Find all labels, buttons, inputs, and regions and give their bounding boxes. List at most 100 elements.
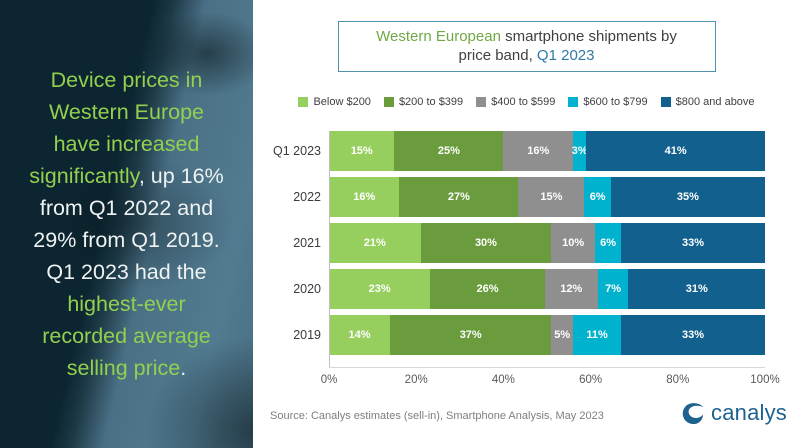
bar-row: Q1 2023 15% 25% 16% 3% 41% — [261, 131, 766, 171]
canalys-logo-text: canalys — [711, 400, 787, 425]
year-label: 2022 — [293, 190, 321, 204]
x-tick-label: 100% — [750, 374, 780, 386]
x-tick-label: 80% — [666, 374, 690, 386]
insight-line: Q1 2023 had the — [0, 256, 253, 288]
bar-row: 2019 14% 37% 5% 11% 33% — [261, 315, 765, 355]
text-segment: selling price — [66, 356, 181, 380]
bar-row: 2020 23% 26% 12% 7% 31% — [261, 269, 765, 309]
stacked-bar: 14% 37% 5% 11% 33% — [329, 315, 765, 355]
bar-segment: 6% — [584, 177, 611, 217]
stacked-bar: 15% 25% 16% 3% 41% — [329, 131, 766, 171]
segment-value: 26% — [476, 283, 499, 295]
legend-item: $400 to $599 — [476, 96, 555, 108]
legend-item: $200 to $399 — [383, 96, 464, 108]
segment-value: 6% — [600, 237, 616, 249]
year-label: Q1 2023 — [273, 144, 321, 158]
canalys-logo-icon — [682, 402, 704, 424]
insight-line: 29% from Q1 2019. — [0, 224, 253, 256]
segment-value: 35% — [676, 191, 699, 203]
segment-value: 14% — [348, 329, 371, 341]
chart-panel: Western European smartphone shipments by… — [253, 0, 800, 448]
chart-title-box: Western European smartphone shipments by… — [337, 21, 716, 72]
y-axis-line — [329, 131, 330, 367]
segment-value: 21% — [363, 237, 386, 249]
segment-value: 5% — [554, 329, 571, 341]
text-segment: , up 16% — [138, 164, 224, 188]
legend-swatch — [298, 97, 309, 107]
bar-segment: 15% — [518, 177, 585, 217]
insight-text: Device prices in Western Europe have incre… — [0, 0, 253, 384]
segment-value: 11% — [586, 329, 608, 341]
bar-segment: 33% — [621, 223, 765, 263]
segment-value: 15% — [350, 145, 373, 157]
legend-swatch — [383, 97, 394, 107]
title-segment: Q1 2023 — [536, 47, 595, 64]
legend-item: $800 and above — [660, 96, 755, 108]
legend-label: $800 and above — [675, 96, 755, 108]
legend-item: Below $200 — [298, 96, 371, 108]
legend-label: $600 to $799 — [583, 96, 648, 108]
legend-label: $200 to $399 — [398, 96, 464, 108]
segment-value: 12% — [560, 283, 583, 295]
title-segment: price band, — [458, 47, 537, 64]
stacked-bar: 23% 26% 12% 7% 31% — [329, 269, 765, 309]
bar-segment: 27% — [399, 177, 519, 217]
insight-line: Western Europe — [0, 96, 253, 128]
year-label: 2021 — [293, 236, 321, 250]
segment-value: 31% — [685, 283, 708, 295]
bar-segment: 16% — [503, 131, 574, 171]
text-segment: Device prices in — [50, 68, 203, 92]
text-segment: have increased — [53, 132, 200, 156]
bar-segment: 16% — [329, 177, 400, 217]
text-segment: highest-ever — [67, 292, 186, 316]
bar-segment: 35% — [610, 177, 765, 217]
insight-line: from Q1 2022 and — [0, 192, 253, 224]
chart-title-line: Western European smartphone shipments by — [345, 27, 709, 46]
bar-segment: 12% — [544, 269, 598, 309]
legend-swatch — [568, 97, 579, 107]
legend-label: Below $200 — [313, 96, 371, 108]
x-axis-ticks: 0% 20% 40% 60% 80% 100% — [321, 374, 780, 388]
stacked-bar-chart: Q1 2023 15% 25% 16% 3% 41% 2022 16% 27% 15% 6% 35% 2… — [261, 131, 780, 386]
stacked-bar: 21% 30% 10% 6% 33% — [329, 223, 765, 263]
text-segment: Western Europe — [49, 100, 204, 124]
x-tick-label: 40% — [491, 374, 515, 386]
legend-swatch — [476, 97, 487, 107]
stacked-bar: 16% 27% 15% 6% 35% — [329, 177, 765, 217]
insight-line: highest-ever — [0, 288, 253, 320]
legend-label: $400 to $599 — [491, 96, 556, 108]
text-segment: Q1 2023 had the — [46, 260, 207, 284]
segment-value: 41% — [664, 145, 687, 157]
bar-segment: 31% — [628, 269, 765, 309]
year-label: 2020 — [293, 282, 321, 296]
insight-line: selling price. — [0, 352, 253, 384]
segment-value: 33% — [682, 329, 705, 341]
segment-value: 33% — [682, 237, 705, 249]
bar-row: 2022 16% 27% 15% 6% 35% — [261, 177, 765, 217]
x-axis-line — [329, 367, 765, 368]
text-segment: recorded average — [42, 324, 211, 348]
bar-segment: 21% — [329, 223, 421, 263]
bar-segment: 7% — [597, 269, 629, 309]
insight-line: have increased — [0, 128, 253, 160]
bar-segment: 10% — [551, 223, 595, 263]
text-segment: 29% from Q1 2019. — [33, 228, 220, 252]
chart-title-line: price band, Q1 2023 — [345, 46, 709, 65]
x-tick-label: 20% — [404, 374, 428, 386]
segment-value: 10% — [562, 237, 585, 249]
segment-value: 30% — [474, 237, 497, 249]
insight-panel: Device prices in Western Europe have incre… — [0, 0, 253, 448]
segment-value: 25% — [437, 145, 460, 157]
segment-value: 3% — [571, 145, 588, 157]
bar-segment: 37% — [390, 315, 552, 355]
bar-segment: 25% — [394, 131, 504, 171]
x-tick-label: 0% — [320, 374, 338, 386]
bar-segment: 33% — [621, 315, 765, 355]
title-segment: Western European — [376, 28, 506, 45]
legend: Below $200 $200 to $399 $400 to $599 $600 t… — [253, 96, 800, 108]
bar-segment: 5% — [551, 315, 574, 355]
insight-line: Device prices in — [0, 64, 253, 96]
bar-segment: 30% — [420, 223, 552, 263]
segment-value: 27% — [447, 191, 470, 203]
